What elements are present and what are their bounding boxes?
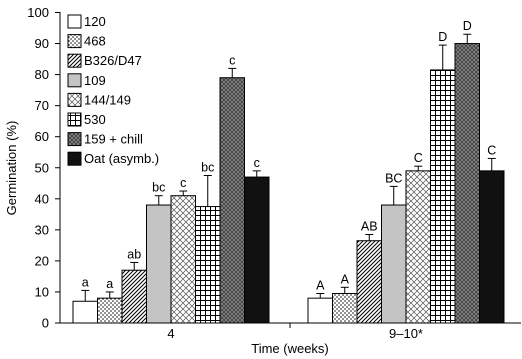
significance-label: ab [127, 247, 141, 261]
y-tick-label: 80 [35, 67, 49, 82]
significance-label: bc [152, 181, 165, 195]
bars: a Aa Aab AB bc BC c Cbc Dc Dc C [72, 19, 505, 324]
legend-swatch [67, 34, 82, 49]
bar [430, 69, 456, 324]
significance-label: c [229, 53, 235, 67]
y-tick-label: 60 [35, 129, 49, 144]
significance-label: BC [385, 171, 402, 185]
bar [454, 43, 480, 324]
significance-label: D [463, 19, 472, 33]
significance-label: A [341, 272, 350, 286]
bar [405, 170, 431, 324]
bar [72, 300, 98, 324]
legend-label: Oat (asymb.) [84, 151, 159, 166]
significance-label: A [316, 279, 325, 293]
legend-label: B326/D47 [84, 53, 142, 68]
bar [479, 170, 505, 324]
legend-swatch [67, 132, 82, 147]
legend: 120 468 B326/D47 109 144/149 530 159 + chill Oa… [67, 14, 159, 166]
bar [356, 240, 382, 324]
significance-label: C [487, 143, 496, 157]
y-ticks: 0 10 20 30 40 50 60 70 80 90 100 [27, 5, 60, 331]
x-axis-title: Time (weeks) [251, 341, 329, 356]
bar [332, 293, 358, 324]
significance-label: c [180, 176, 186, 190]
y-tick-label: 40 [35, 191, 49, 206]
y-axis-title: Germination (%) [4, 121, 19, 216]
x-tick-label: 9–10* [389, 326, 423, 341]
x-tick-label: 4 [167, 326, 174, 341]
legend-label: 468 [84, 34, 106, 49]
legend-label: 530 [84, 112, 106, 127]
significance-label: a [82, 275, 89, 289]
legend-label: 144/149 [84, 92, 131, 107]
bar [146, 204, 172, 324]
legend-swatch [67, 151, 82, 166]
significance-label: C [414, 151, 423, 165]
y-tick-label: 20 [35, 253, 49, 268]
bar [121, 269, 147, 324]
y-tick-label: 100 [27, 5, 49, 20]
y-tick-label: 30 [35, 222, 49, 237]
legend-label: 120 [84, 14, 106, 29]
bar [219, 77, 245, 324]
significance-label: bc [201, 161, 214, 175]
bar [170, 195, 196, 324]
y-tick-label: 10 [35, 284, 49, 299]
legend-label: 109 [84, 73, 106, 88]
bar [307, 297, 333, 324]
bar [244, 176, 270, 324]
bar [381, 204, 407, 324]
significance-label: a [106, 277, 113, 291]
legend-swatch [67, 53, 82, 68]
bar [195, 206, 221, 324]
significance-label: c [254, 156, 260, 170]
legend-swatch [67, 73, 82, 88]
bar [97, 297, 123, 324]
legend-swatch [67, 92, 82, 107]
legend-swatch [67, 14, 82, 29]
y-tick-label: 50 [35, 160, 49, 175]
legend-label: 159 + chill [84, 132, 143, 147]
significance-label: D [438, 30, 447, 44]
significance-label: AB [361, 220, 378, 234]
y-tick-label: 0 [42, 316, 49, 331]
y-tick-label: 90 [35, 36, 49, 51]
y-tick-label: 70 [35, 98, 49, 113]
x-ticks: 4 9–10* [167, 323, 423, 341]
legend-swatch [67, 112, 82, 127]
